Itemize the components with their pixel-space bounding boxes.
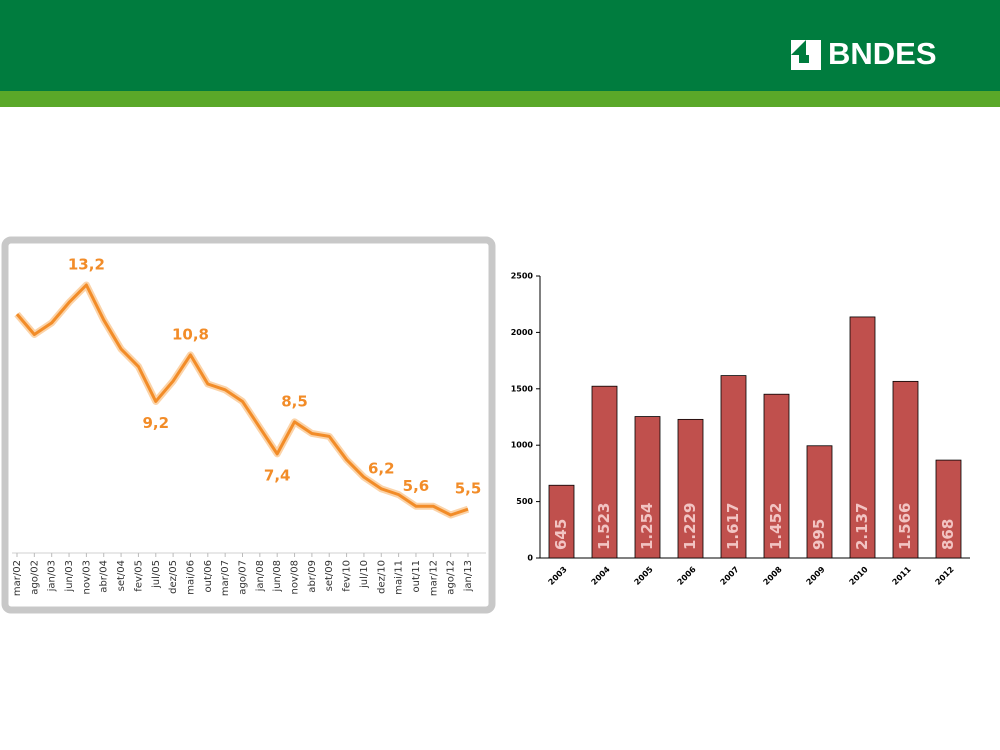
x-tick-label: 2012: [934, 565, 956, 587]
bar: [677, 418, 704, 559]
data-label: 1.229: [681, 503, 699, 550]
x-tick-label: 2010: [848, 565, 870, 587]
x-tick-label: out/06: [203, 560, 214, 592]
x-tick-label: 2009: [805, 565, 827, 587]
bar: [892, 380, 919, 559]
data-label: 1.566: [896, 503, 914, 550]
x-tick-label: mai/11: [394, 560, 405, 595]
x-tick-label: mar/12: [428, 560, 439, 596]
data-label: 868: [939, 519, 957, 550]
x-tick-label: 2008: [762, 565, 784, 587]
bar: [591, 385, 618, 559]
x-tick-label: 2004: [590, 565, 612, 587]
data-label: 8,5: [281, 392, 308, 410]
bar: [548, 484, 575, 559]
data-label: 1.254: [638, 503, 656, 550]
y-tick-label: 1000: [511, 441, 534, 450]
x-tick-label: fev/05: [133, 560, 144, 592]
bar: [720, 375, 747, 559]
y-tick-label: 500: [516, 497, 533, 506]
x-tick-label: ago/12: [446, 560, 457, 595]
data-label: 1.523: [595, 503, 613, 550]
x-tick-label: nov/03: [81, 560, 92, 594]
header-strip: [0, 91, 1000, 107]
data-label: 1.617: [724, 503, 742, 550]
y-tick-label: 1500: [511, 384, 534, 393]
data-label: 995: [810, 519, 828, 550]
line-chart-frame: [1, 236, 496, 614]
x-tick-label: jul/10: [359, 560, 370, 589]
x-tick-label: jun/03: [64, 560, 75, 593]
x-tick-label: out/11: [411, 560, 422, 592]
x-tick-label: ago/02: [29, 560, 40, 595]
x-tick-label: 2005: [633, 565, 655, 587]
y-tick-label: 2000: [511, 328, 534, 337]
x-tick-label: dez/05: [168, 560, 179, 594]
y-tick-label: 2500: [511, 272, 534, 281]
x-tick-label: set/04: [116, 560, 127, 591]
x-tick-label: jan/13: [463, 560, 474, 592]
bar: [806, 445, 833, 559]
logo-icon: [791, 40, 821, 70]
data-label: 10,8: [172, 325, 209, 343]
data-label: 5,5: [455, 480, 482, 498]
data-label: 7,4: [264, 466, 291, 484]
data-label: 2.137: [853, 503, 871, 550]
x-tick-label: jul/05: [151, 560, 162, 589]
bar: [935, 459, 962, 559]
line: [15, 283, 469, 517]
bar: [849, 316, 876, 559]
x-tick-label: 2011: [891, 565, 913, 587]
x-tick-label: abr/04: [99, 560, 110, 593]
x-tick-label: ago/07: [238, 560, 249, 595]
x-tick-label: mar/07: [220, 560, 231, 596]
bar: [634, 416, 661, 559]
x-tick-label: mai/06: [185, 560, 196, 595]
data-label: 9,2: [142, 414, 169, 432]
y-tick-label: 0: [527, 554, 533, 563]
x-tick-label: dez/10: [376, 560, 387, 594]
x-tick-label: abr/09: [307, 560, 318, 593]
x-tick-label: set/09: [324, 560, 335, 591]
x-tick-label: jun/08: [272, 560, 283, 593]
x-tick-label: 2007: [719, 565, 741, 587]
data-label: 13,2: [68, 256, 105, 274]
x-tick-label: nov/08: [290, 560, 301, 594]
header-bar: [0, 0, 1000, 91]
logo-text: BNDES: [828, 36, 937, 71]
x-tick-label: jan/03: [47, 560, 58, 592]
data-label: 5,6: [403, 477, 430, 495]
x-tick-label: 2006: [676, 565, 698, 587]
x-tick-label: fev/10: [342, 560, 353, 592]
data-label: 6,2: [368, 459, 395, 477]
bar: [763, 393, 790, 559]
data-label: 1.452: [767, 503, 785, 550]
x-tick-label: jan/08: [255, 560, 266, 592]
x-tick-label: mar/02: [12, 560, 23, 596]
data-label: 645: [552, 519, 570, 550]
x-tick-label: 2003: [547, 565, 569, 587]
